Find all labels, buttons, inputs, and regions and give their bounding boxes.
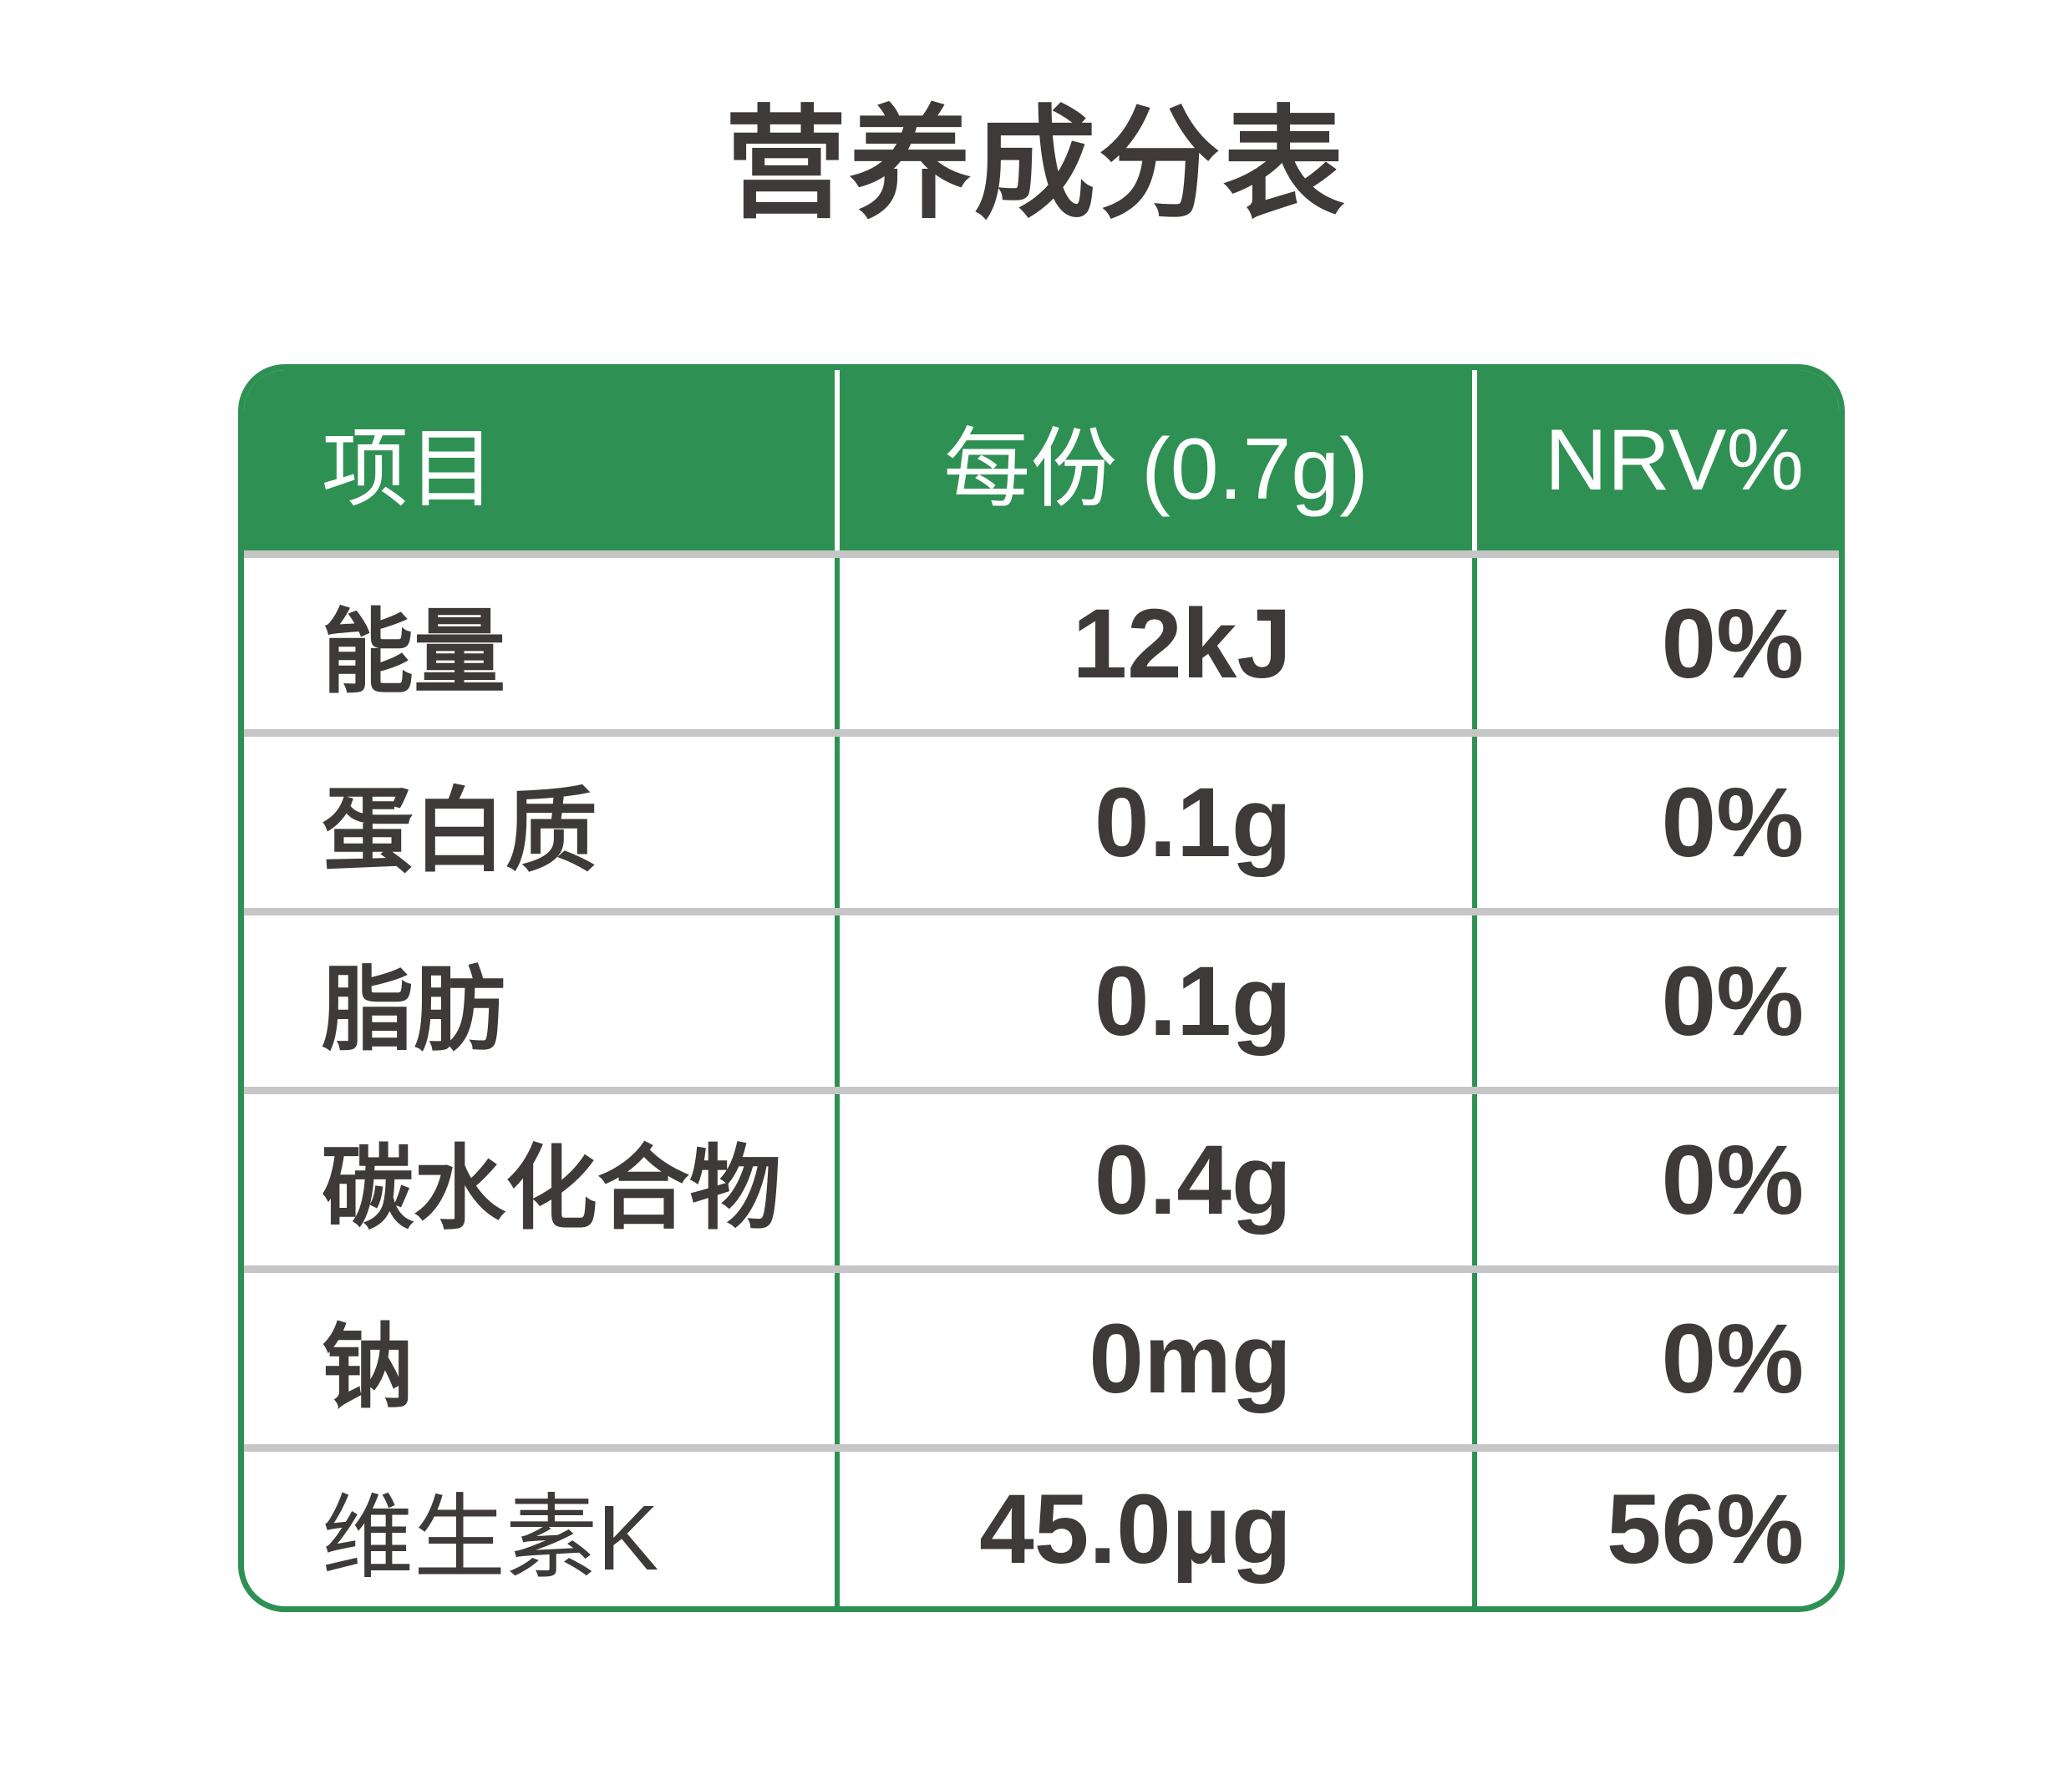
- header-cell-item: 项目: [244, 370, 840, 550]
- row-label: 蛋白质: [244, 737, 840, 908]
- row-label: 碳水化合物: [244, 1094, 840, 1265]
- row-nrv: 0%: [1661, 588, 1804, 699]
- table-row-protein: 蛋白质 0.1g 0%: [244, 729, 1839, 908]
- header-cell-per-serving: 每份 (0.7g): [840, 370, 1477, 550]
- table-body: 能量 12kJ 0% 蛋白质 0.1g 0% 脂肪 0.1g 0% 碳水化合物 …: [244, 550, 1839, 1606]
- table-row-vitamin-k: 维生素K 45.0μg 56%: [244, 1444, 1839, 1606]
- row-nrv: 0%: [1661, 1124, 1804, 1235]
- row-nrv: 0%: [1661, 767, 1804, 878]
- row-amount: 0.1g: [840, 915, 1477, 1087]
- row-amount: 0mg: [840, 1273, 1477, 1444]
- row-amount: 0.1g: [840, 737, 1477, 908]
- row-nrv: 0%: [1661, 1303, 1804, 1414]
- header-cell-nrv: NRV%: [1544, 411, 1804, 509]
- row-label: 能量: [244, 558, 840, 729]
- nutrition-table: 项目 每份 (0.7g) NRV% 能量 12kJ 0% 蛋白质 0.1g 0%…: [238, 364, 1845, 1612]
- table-row-fat: 脂肪 0.1g 0%: [244, 908, 1839, 1087]
- row-amount: 45.0μg: [840, 1452, 1477, 1606]
- page-title: 营养成分表: [724, 96, 1348, 232]
- table-row-sodium: 钠 0mg 0%: [244, 1265, 1839, 1444]
- row-amount: 0.4g: [840, 1094, 1477, 1265]
- table-row-carbohydrate: 碳水化合物 0.4g 0%: [244, 1087, 1839, 1265]
- table-header-row: 项目 每份 (0.7g) NRV%: [244, 370, 1839, 550]
- row-nrv: 56%: [1606, 1473, 1804, 1585]
- row-label: 维生素K: [244, 1452, 840, 1606]
- row-label: 钠: [244, 1273, 840, 1444]
- table-row-energy: 能量 12kJ 0%: [244, 550, 1839, 729]
- row-nrv: 0%: [1661, 946, 1804, 1057]
- row-label: 脂肪: [244, 915, 840, 1087]
- row-amount: 12kJ: [840, 558, 1477, 729]
